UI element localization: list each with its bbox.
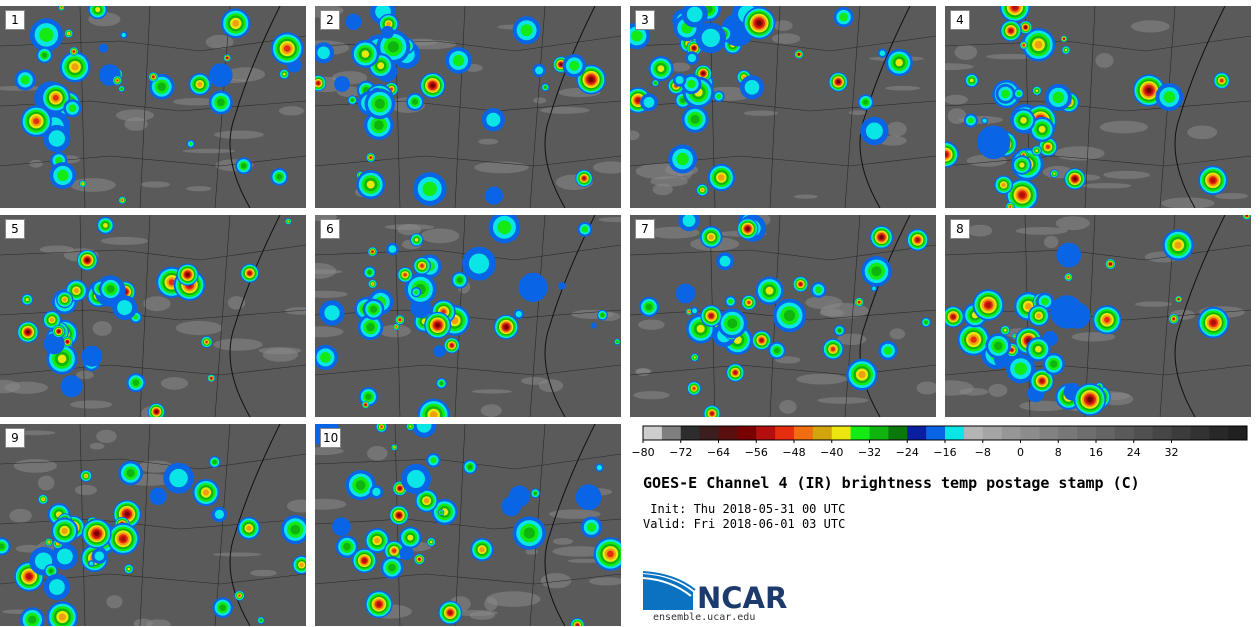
logo-url: ensemble.ucar.edu [653, 612, 756, 623]
postage-stamp-panel: 7 [630, 215, 936, 417]
colorbar-swatch [926, 426, 946, 440]
colorbar-swatch [1058, 426, 1078, 440]
panel-number: 3 [635, 10, 655, 30]
figure-title: GOES-E Channel 4 (IR) brightness temp po… [643, 474, 1140, 492]
satellite-map [630, 6, 936, 208]
satellite-map [315, 424, 621, 626]
colorbar-tick-label: −80 [631, 446, 654, 459]
colorbar-swatch [982, 426, 1003, 440]
postage-stamp-panel: 5 [0, 215, 306, 417]
colorbar-swatch [756, 426, 776, 440]
colorbar-swatch [1020, 426, 1040, 440]
panel-number: 6 [320, 219, 340, 239]
panel-number: 8 [950, 219, 970, 239]
colorbar-tick-label: 0 [1017, 446, 1024, 459]
colorbar-tick-label: −24 [896, 446, 919, 459]
colorbar-swatch [1077, 426, 1097, 440]
postage-stamp-panel: 2 [315, 6, 621, 208]
colorbar-swatch [775, 426, 795, 440]
colorbar-tick-label: −32 [858, 446, 881, 459]
colorbar-tick-label: 8 [1055, 446, 1062, 459]
ncar-logo-text: NCAR [697, 581, 788, 615]
satellite-map [315, 215, 621, 417]
colorbar-swatch [888, 426, 908, 440]
colorbar-tick-label: −64 [707, 446, 730, 459]
colorbar-tick-label: 24 [1127, 446, 1141, 459]
postage-stamp-panel: 8 [945, 215, 1251, 417]
satellite-map [630, 215, 936, 417]
postage-stamp-panel: 1 [0, 6, 306, 208]
colorbar-swatch [812, 426, 833, 440]
colorbar-swatch [661, 426, 682, 440]
panel-number: 7 [635, 219, 655, 239]
colorbar-swatch [1001, 426, 1022, 440]
valid-time: Valid: Fri 2018-06-01 03 UTC [643, 517, 846, 531]
colorbar: −80 −72 −64 −56 −48 −40 −32 −24 −16 −8 0 8 16 24 32 [631, 425, 1248, 459]
colorbar-tick-label: −48 [782, 446, 805, 459]
colorbar-swatch [699, 426, 720, 440]
init-time: Init: Thu 2018-05-31 00 UTC [643, 502, 846, 516]
time-info: Init: Thu 2018-05-31 00 UTC Valid: Fri 2… [643, 502, 845, 532]
colorbar-swatch [945, 426, 965, 440]
panel-number: 10 [320, 428, 342, 448]
colorbar-tick-label: 32 [1165, 446, 1179, 459]
colorbar-tick-label: −56 [745, 446, 768, 459]
colorbar-swatch [737, 426, 757, 440]
colorbar-swatch [718, 426, 738, 440]
colorbar-swatch [794, 426, 814, 440]
colorbar-swatch [1228, 426, 1248, 440]
postage-stamp-panel: 6 [315, 215, 621, 417]
panel-number: 2 [320, 10, 340, 30]
colorbar-swatch [1209, 426, 1229, 440]
ncar-logo-icon [643, 571, 696, 610]
colorbar-swatch [963, 426, 984, 440]
satellite-map [945, 215, 1251, 417]
colorbar-swatch [1171, 426, 1191, 440]
colorbar-swatch [643, 426, 663, 440]
colorbar-tick-label: −40 [820, 446, 843, 459]
postage-stamp-panel: 9 [0, 424, 306, 626]
colorbar-swatch [831, 426, 852, 440]
colorbar-swatch [1096, 426, 1116, 440]
colorbar-swatch [850, 426, 871, 440]
panel-number: 1 [5, 10, 25, 30]
colorbar-swatch [1190, 426, 1210, 440]
colorbar-swatch [1152, 426, 1173, 440]
postage-stamp-panel: 3 [630, 6, 936, 208]
satellite-map [0, 424, 306, 626]
colorbar-swatch [869, 426, 889, 440]
colorbar-tick-label: −8 [975, 446, 991, 459]
panel-number: 5 [5, 219, 25, 239]
colorbar-swatch [1039, 426, 1059, 440]
colorbar-swatch [1133, 426, 1154, 440]
panel-number: 4 [950, 10, 970, 30]
satellite-map [945, 6, 1251, 208]
satellite-map [0, 6, 306, 208]
satellite-map [315, 6, 621, 208]
panel-number: 9 [5, 428, 25, 448]
colorbar-tick-label: −16 [933, 446, 956, 459]
colorbar-swatch [907, 426, 927, 440]
satellite-map [0, 215, 306, 417]
postage-stamp-panel: 10 [315, 424, 621, 626]
colorbar-tick-label: −72 [669, 446, 692, 459]
colorbar-swatch [1114, 426, 1135, 440]
colorbar-swatch [680, 426, 701, 440]
postage-stamp-panel: 4 [945, 6, 1251, 208]
colorbar-svg: −80 −72 −64 −56 −48 −40 −32 −24 −16 −8 0 8 16 24 32 [631, 425, 1248, 459]
colorbar-tick-label: 16 [1089, 446, 1103, 459]
